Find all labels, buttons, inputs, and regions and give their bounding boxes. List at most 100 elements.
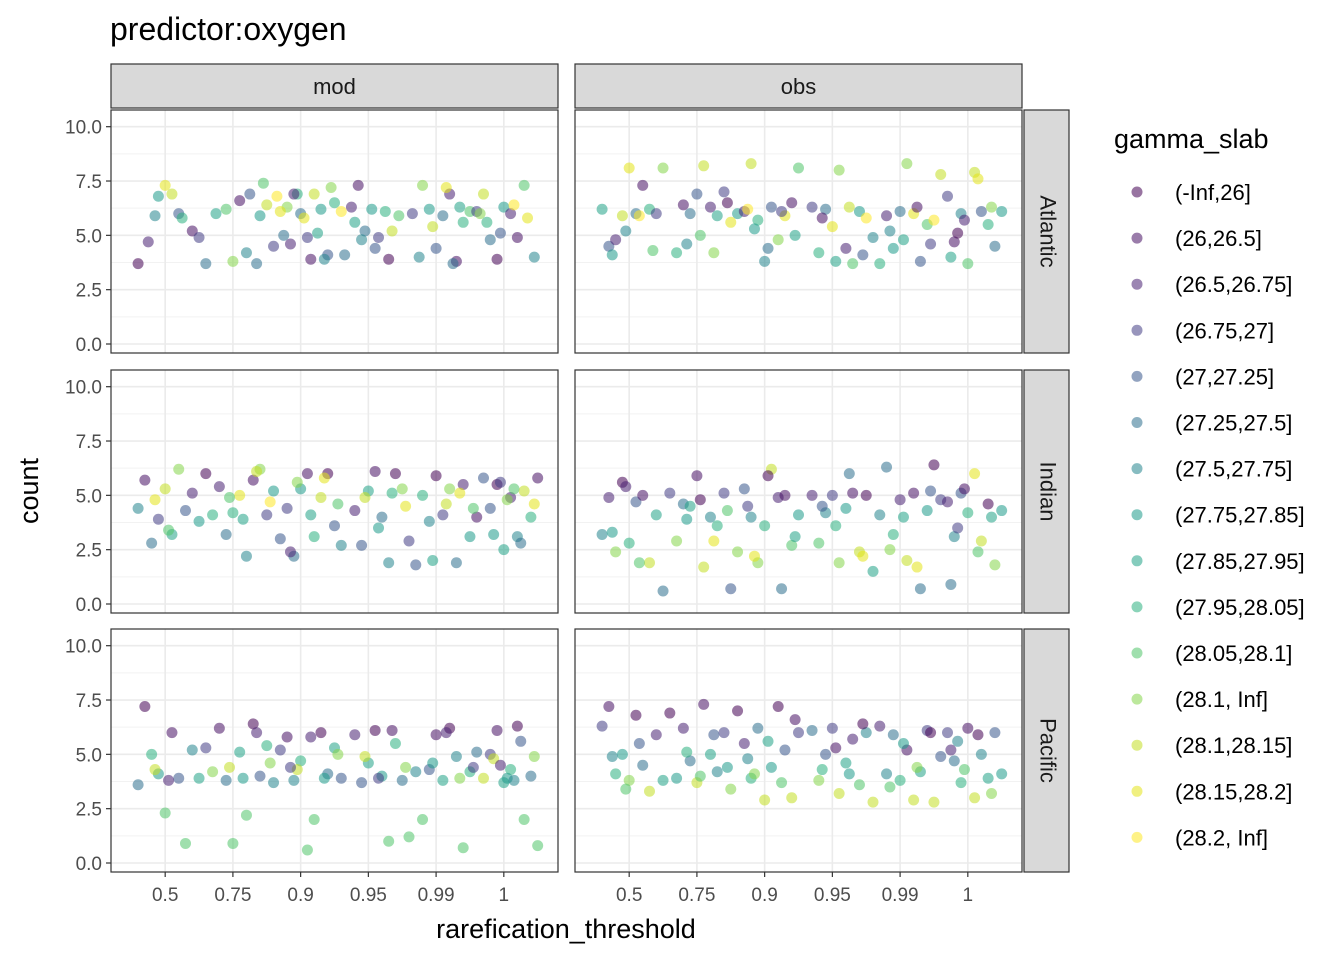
data-point — [471, 511, 483, 523]
data-point — [318, 253, 330, 265]
y-tick-label: 10.0 — [65, 637, 102, 658]
data-point — [271, 190, 283, 202]
data-point — [793, 162, 804, 174]
data-point — [227, 255, 239, 267]
data-point — [620, 783, 632, 795]
data-point — [637, 179, 649, 191]
data-point — [684, 208, 696, 220]
data-point — [884, 544, 896, 556]
legend-label: (26,26.5] — [1175, 226, 1262, 251]
data-point — [606, 526, 618, 538]
data-point — [515, 735, 527, 747]
data-point — [315, 492, 327, 504]
data-point — [677, 722, 689, 734]
data-point — [356, 777, 368, 789]
data-point — [159, 179, 171, 191]
x-tick-label: 1 — [963, 885, 974, 906]
data-point — [691, 188, 703, 200]
data-point — [813, 247, 825, 259]
data-point — [494, 476, 506, 488]
x-tick-label: 0.95 — [814, 885, 851, 906]
data-point — [349, 729, 361, 741]
data-point — [982, 498, 994, 510]
data-point — [220, 528, 232, 540]
legend-item: (26,26.5] — [1131, 226, 1262, 251]
data-point — [284, 546, 296, 558]
y-tick-label: 0.0 — [76, 854, 102, 875]
data-point — [525, 511, 537, 523]
data-point — [146, 748, 158, 760]
data-point — [498, 544, 510, 556]
data-point — [921, 505, 933, 517]
data-point — [305, 509, 317, 521]
legend-item: (-Inf,26] — [1131, 180, 1251, 205]
data-point — [847, 733, 859, 745]
data-point — [149, 210, 161, 222]
y-tick-label: 2.5 — [76, 800, 102, 821]
data-point — [925, 238, 937, 250]
x-tick-label: 0.5 — [152, 885, 178, 906]
data-point — [139, 474, 151, 486]
legend-item: (26.5,26.75] — [1131, 272, 1292, 297]
data-point — [816, 764, 828, 776]
data-point — [467, 502, 479, 514]
data-point — [494, 227, 506, 239]
data-point — [881, 210, 893, 222]
legend-label: (26.75,27] — [1175, 318, 1274, 343]
panel-border — [574, 369, 1023, 614]
data-point — [284, 761, 296, 773]
data-point — [989, 240, 1001, 252]
data-point — [786, 792, 798, 804]
data-point — [200, 468, 212, 480]
facet-strip-label: mod — [313, 74, 356, 99]
data-point — [671, 772, 683, 784]
data-point — [274, 205, 286, 217]
data-point — [427, 555, 439, 567]
data-point — [511, 232, 523, 244]
data-point — [491, 253, 503, 265]
y-tick-label: 5.0 — [76, 486, 102, 507]
data-point — [847, 487, 859, 499]
data-point — [752, 214, 764, 226]
data-point — [261, 740, 273, 752]
data-point — [806, 724, 818, 736]
data-point — [860, 212, 872, 224]
data-point — [332, 498, 344, 510]
data-point — [958, 764, 970, 776]
y-tick-label: 2.5 — [76, 541, 102, 562]
data-point — [240, 809, 252, 821]
data-point — [996, 505, 1008, 517]
data-point — [393, 210, 405, 222]
legend-item: (27.85,27.95] — [1131, 549, 1305, 574]
data-point — [417, 814, 429, 826]
data-point — [948, 755, 960, 767]
data-point — [637, 489, 649, 501]
data-point — [945, 578, 957, 590]
data-point — [914, 255, 926, 267]
data-point — [180, 505, 191, 517]
data-point — [908, 794, 920, 806]
x-tick-label: 0.75 — [678, 885, 715, 906]
legend-key — [1131, 232, 1143, 244]
data-point — [437, 210, 449, 222]
data-point — [417, 489, 429, 501]
data-point — [308, 814, 320, 826]
data-point — [989, 559, 1001, 571]
data-point — [786, 197, 798, 209]
data-point — [718, 727, 730, 739]
data-point — [437, 509, 449, 521]
data-point — [704, 511, 716, 523]
data-point — [867, 565, 879, 577]
legend-item: (26.75,27] — [1131, 318, 1274, 343]
data-point — [748, 550, 760, 562]
data-point — [596, 720, 608, 732]
data-point — [996, 768, 1008, 780]
data-point — [928, 459, 940, 471]
panel-background — [111, 370, 558, 613]
data-point — [142, 236, 154, 248]
data-point — [843, 468, 855, 480]
legend-label: (28.2, Inf] — [1175, 825, 1268, 850]
data-point — [840, 242, 852, 254]
data-point — [240, 247, 252, 259]
panel-background — [575, 370, 1022, 613]
